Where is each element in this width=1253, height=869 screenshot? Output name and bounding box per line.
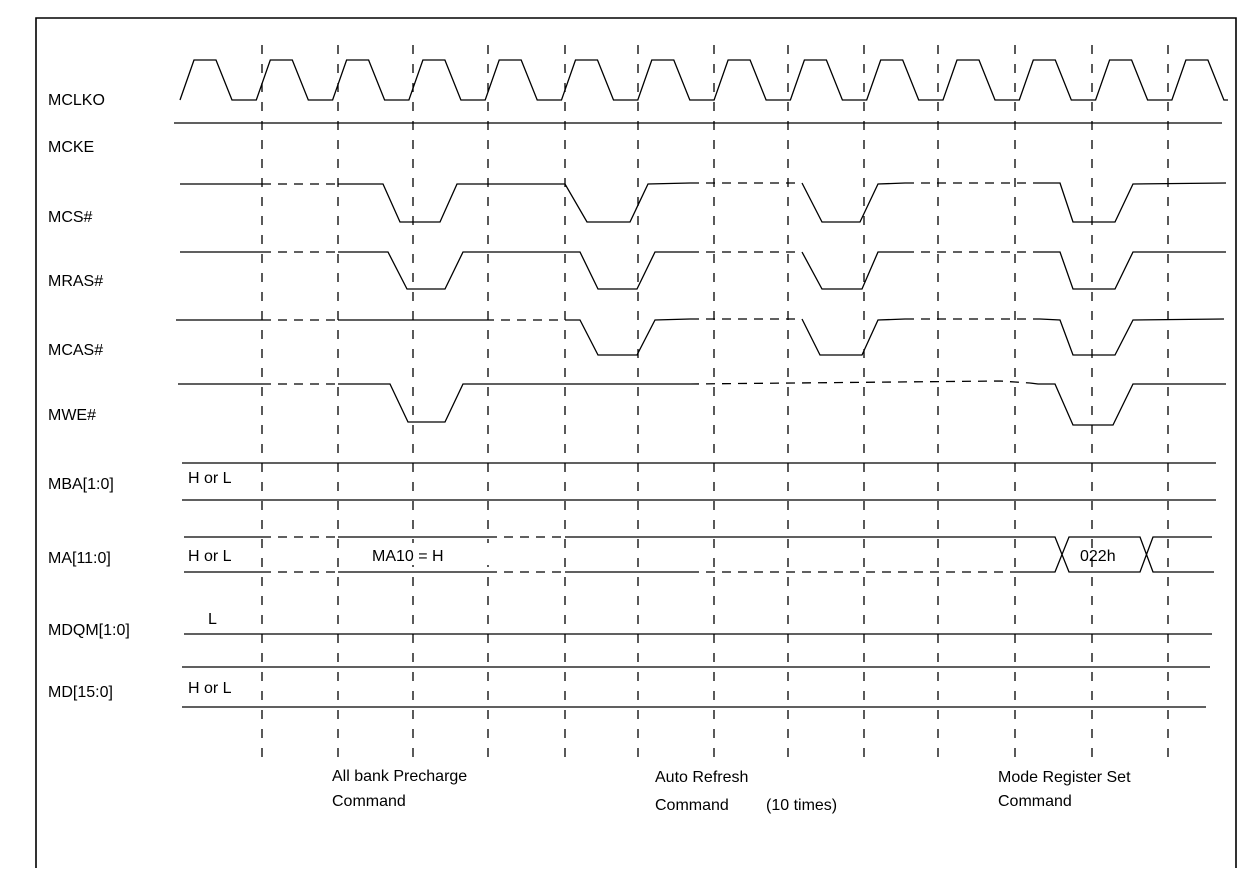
mdqm-value: L bbox=[208, 611, 217, 628]
mras-label: MRAS# bbox=[48, 273, 103, 290]
mclko-label: MCLKO bbox=[48, 92, 105, 109]
mba-label: MBA[1:0] bbox=[48, 476, 114, 493]
ma-value: H or L bbox=[188, 548, 232, 565]
refresh-command-label: Auto Refresh bbox=[655, 769, 748, 786]
mdqm-label: MDQM[1:0] bbox=[48, 622, 130, 639]
ma-waveform bbox=[184, 536, 1214, 573]
mwe-waveform bbox=[178, 380, 1226, 426]
ma10-value: MA10 = H bbox=[372, 548, 444, 565]
mcke-label: MCKE bbox=[48, 139, 94, 156]
ma-label: MA[11:0] bbox=[48, 550, 111, 567]
md-value: H or L bbox=[188, 680, 232, 697]
mclko-waveform bbox=[179, 59, 1228, 101]
precharge-command-label: All bank Precharge bbox=[332, 768, 467, 785]
mcas-label: MCAS# bbox=[48, 342, 103, 359]
refresh-times-label: (10 times) bbox=[766, 797, 837, 814]
ma10-label-bg bbox=[370, 543, 494, 565]
mwe-label: MWE# bbox=[48, 407, 96, 424]
mcs-waveform bbox=[180, 182, 1227, 223]
mcs-label: MCS# bbox=[48, 209, 93, 226]
precharge-command-label-2: Command bbox=[332, 793, 406, 810]
refresh-command-label-2: Command bbox=[655, 797, 729, 814]
md-label: MD[15:0] bbox=[48, 684, 113, 701]
mcas-waveform bbox=[176, 318, 1225, 356]
mrs-command-label: Mode Register Set bbox=[998, 769, 1131, 786]
mba-value: H or L bbox=[188, 470, 232, 487]
mba-waveform bbox=[182, 462, 1216, 501]
ma-mode-value: 022h bbox=[1080, 548, 1116, 565]
md-waveform bbox=[182, 666, 1210, 708]
diagram-frame bbox=[35, 17, 1237, 868]
mrs-command-label-2: Command bbox=[998, 793, 1072, 810]
timing-gridlines bbox=[261, 45, 1169, 760]
mras-waveform bbox=[180, 251, 1226, 290]
